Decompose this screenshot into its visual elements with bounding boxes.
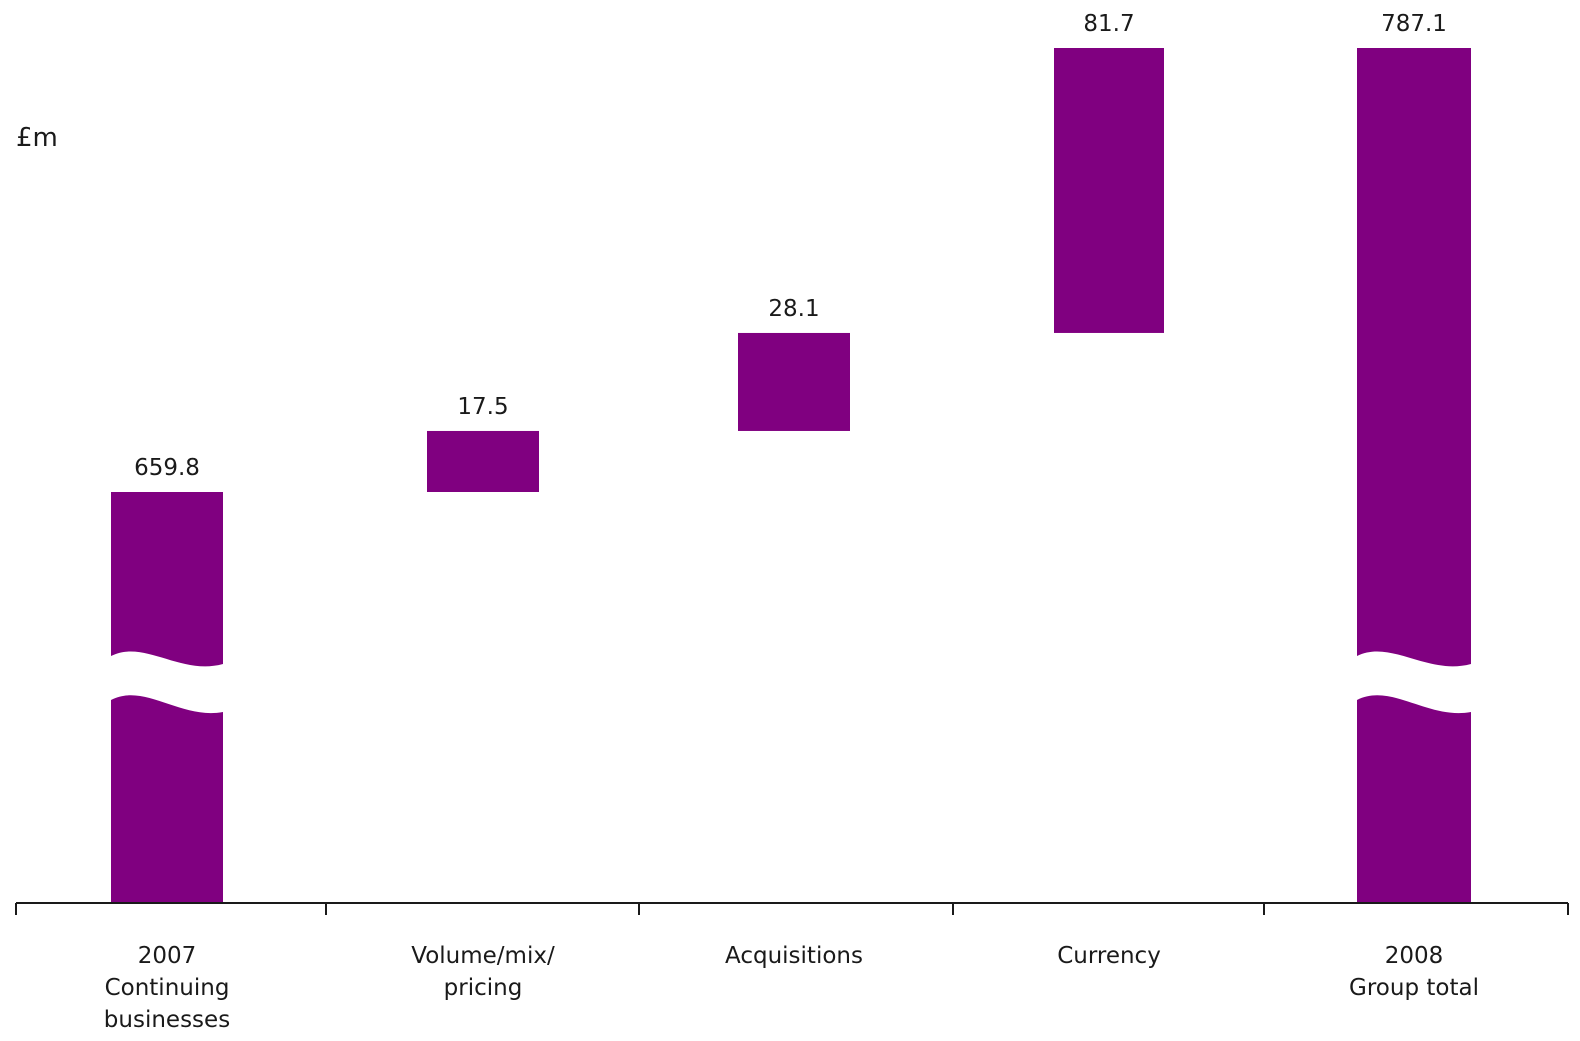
- category-label-line: Group total: [1349, 975, 1479, 1001]
- bar-4: [1054, 48, 1164, 333]
- category-label-3: Acquisitions: [725, 943, 863, 969]
- bar-segment-lower: [1357, 695, 1471, 903]
- category-label-line: pricing: [444, 975, 523, 1001]
- bar-segment-lower: [111, 695, 223, 903]
- category-label-line: Continuing: [105, 975, 230, 1001]
- bar-2: [427, 430, 539, 492]
- bar-3: [738, 332, 850, 431]
- value-label-5: 787.1: [1381, 11, 1447, 37]
- value-label-4: 81.7: [1083, 11, 1134, 37]
- category-label-line: Volume/mix/: [411, 943, 555, 969]
- value-label-1: 659.8: [134, 455, 200, 481]
- value-label-2: 17.5: [457, 394, 508, 420]
- bar-5: [1357, 48, 1471, 903]
- value-label-3: 28.1: [768, 296, 819, 322]
- bars-layer: [111, 48, 1471, 903]
- category-labels: 2007 Continuing businesses Volume/mix/prici…: [104, 943, 1479, 1033]
- category-label-1: 2007 Continuing businesses: [104, 943, 230, 1033]
- category-label-line: 2008: [1385, 943, 1444, 969]
- category-label-line: Acquisitions: [725, 943, 863, 969]
- unit-label: £m: [16, 123, 58, 153]
- category-label-line: 2007: [138, 943, 197, 969]
- x-axis: [15, 902, 1569, 915]
- value-labels: 659.8 17.5 28.1 81.7 787.1: [134, 11, 1447, 481]
- bar-1: [111, 492, 223, 903]
- category-label-line: businesses: [104, 1007, 230, 1033]
- category-label-5: 2008 Group total: [1349, 943, 1479, 1001]
- category-label-4: Currency: [1057, 943, 1161, 969]
- bar-segment-upper: [1357, 48, 1471, 667]
- category-label-2: Volume/mix/pricing: [411, 943, 555, 1001]
- bar-segment-upper: [111, 492, 223, 667]
- category-label-line: Currency: [1057, 943, 1161, 969]
